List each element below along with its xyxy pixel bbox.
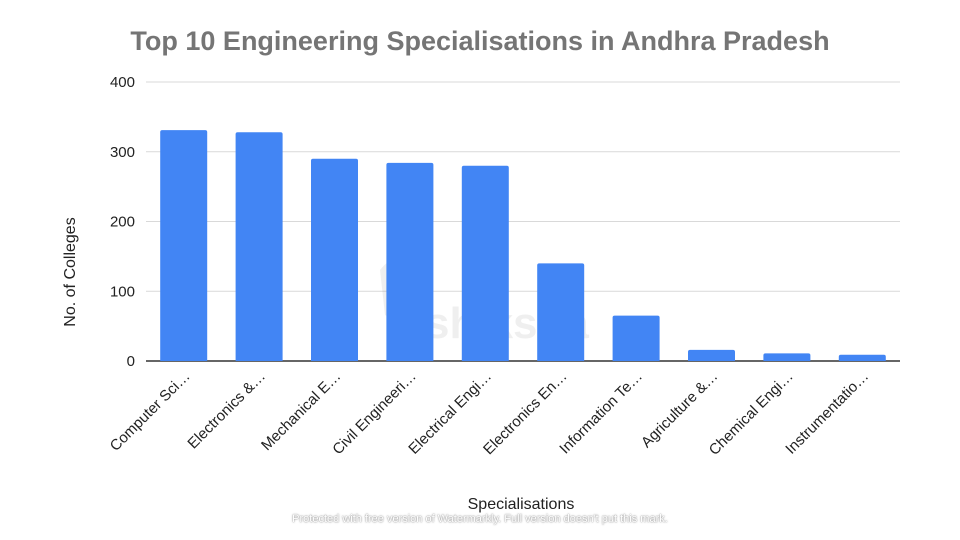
x-axis-label: Specialisations [468,496,575,513]
x-tick-label: Mechanical E… [258,368,344,454]
x-tick-label: Information Te… [556,368,646,458]
y-tick-label: 400 [110,74,135,91]
y-tick-label: 100 [110,283,135,300]
y-tick-label: 0 [127,353,135,370]
bar [311,158,358,361]
bar [688,349,735,361]
bar [537,263,585,361]
bar [763,353,811,361]
y-tick-label: 200 [110,214,135,231]
bar [461,165,509,361]
bar [386,162,434,361]
x-tick-label: Instrumentatio… [782,368,872,458]
bar [612,315,660,361]
bar [838,354,886,361]
x-tick-label: Agriculture &… [638,368,721,451]
chart-title: Top 10 Engineering Specialisations in An… [130,26,829,56]
bar [235,132,283,361]
bar [160,130,208,361]
x-tick-label: Electronics &… [184,368,269,453]
x-tick-label: Computer Sci… [107,368,194,455]
y-axis-label: No. of Colleges [62,217,79,326]
watermark-footer: Protected with free version of Watermark… [292,513,668,525]
y-tick-label: 300 [110,144,135,161]
